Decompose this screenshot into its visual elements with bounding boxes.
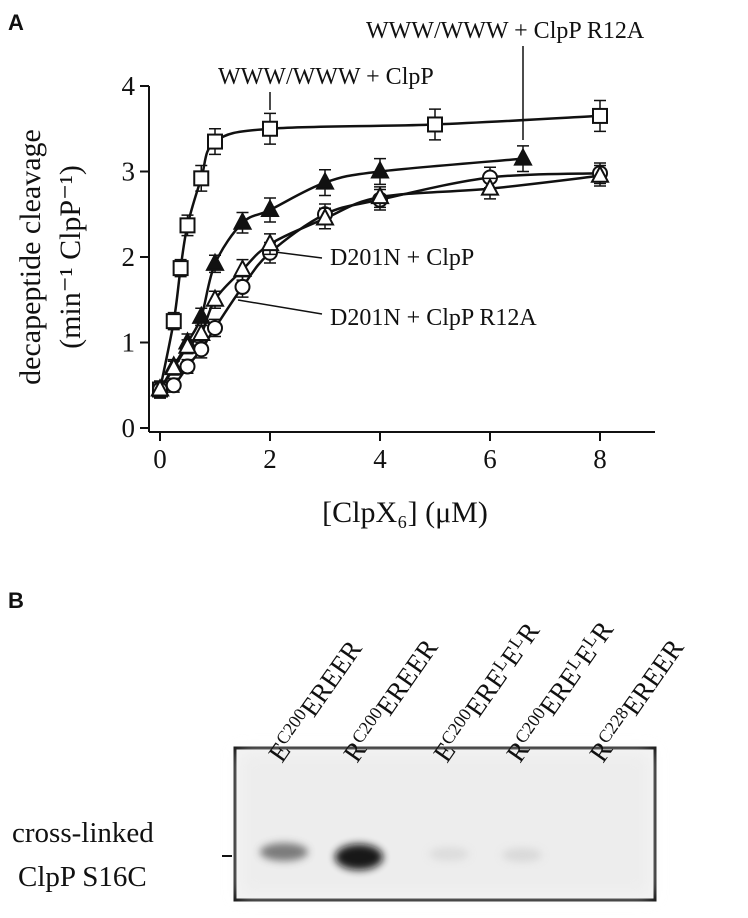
lane-labels: EC200EREERRC200EREEREC200ERELELRRC200ERE… bbox=[262, 615, 689, 767]
marker bbox=[191, 322, 211, 341]
panel-label: B bbox=[8, 588, 24, 613]
fit-curve bbox=[158, 157, 524, 391]
gel-background bbox=[240, 753, 650, 895]
y-tick-label: 0 bbox=[122, 413, 136, 443]
plot-a: 0 1 2 3 4 0 2 4 6 8 WWW/WWW + ClpP WWW/WWW + ClpP R… bbox=[122, 18, 655, 474]
marker bbox=[592, 107, 608, 124]
marker bbox=[150, 378, 170, 397]
x-tick-label: 4 bbox=[373, 444, 387, 474]
x-tick-label: 8 bbox=[593, 444, 607, 474]
marker bbox=[260, 233, 280, 252]
marker bbox=[370, 186, 390, 205]
marker bbox=[179, 358, 196, 375]
gel bbox=[222, 746, 657, 902]
marker bbox=[172, 260, 189, 277]
marker bbox=[193, 170, 210, 187]
y-tick-label: 3 bbox=[122, 157, 136, 187]
band-label: ClpP S16C bbox=[18, 861, 147, 893]
marker bbox=[232, 258, 253, 277]
lane-label-part: EREER bbox=[294, 635, 368, 722]
marker bbox=[205, 252, 225, 271]
marker bbox=[315, 207, 335, 226]
label-leader bbox=[237, 299, 323, 315]
marker bbox=[165, 313, 182, 330]
marker bbox=[370, 160, 390, 179]
marker bbox=[193, 341, 210, 358]
series-label: WWW/WWW + ClpP R12A bbox=[366, 18, 645, 44]
panel-label: A bbox=[8, 10, 24, 35]
marker bbox=[165, 377, 182, 394]
marker bbox=[234, 278, 251, 295]
y-axis-label: (min⁻¹ ClpP⁻¹) bbox=[54, 165, 87, 349]
marker bbox=[179, 217, 196, 234]
marker bbox=[427, 116, 443, 133]
y-axis-label: decapeptide cleavage bbox=[14, 129, 47, 385]
series-label: WWW/WWW + ClpP bbox=[218, 64, 434, 90]
gel-band bbox=[429, 847, 469, 861]
gel-band bbox=[502, 848, 542, 862]
marker bbox=[207, 319, 223, 336]
x-axis-label: [ClpX₆] (μM) bbox=[322, 496, 488, 529]
x-tick-label: 6 bbox=[483, 444, 497, 474]
marker bbox=[590, 164, 610, 183]
series-label: D201N + ClpP R12A bbox=[330, 305, 537, 331]
marker bbox=[480, 177, 500, 196]
x-tick-label: 0 bbox=[153, 444, 167, 474]
lane-label-part: EREER bbox=[370, 633, 444, 720]
gel-band bbox=[260, 843, 308, 861]
lane-label-part: EREER bbox=[616, 633, 690, 720]
marker bbox=[315, 171, 335, 190]
marker bbox=[232, 211, 253, 230]
y-tick-label: 1 bbox=[122, 328, 136, 358]
marker bbox=[177, 335, 198, 354]
marker bbox=[207, 133, 223, 150]
x-tick-label: 2 bbox=[263, 444, 277, 474]
marker bbox=[260, 198, 280, 217]
y-tick-label: 4 bbox=[122, 71, 136, 101]
marker bbox=[262, 120, 278, 137]
marker bbox=[513, 147, 533, 166]
y-tick-label: 2 bbox=[122, 242, 136, 272]
marker bbox=[205, 288, 225, 307]
gel-band bbox=[335, 844, 383, 870]
marker bbox=[164, 357, 184, 376]
band-label: cross-linked bbox=[12, 817, 154, 849]
series-label: D201N + ClpP bbox=[330, 245, 474, 271]
label-leader bbox=[274, 251, 323, 259]
